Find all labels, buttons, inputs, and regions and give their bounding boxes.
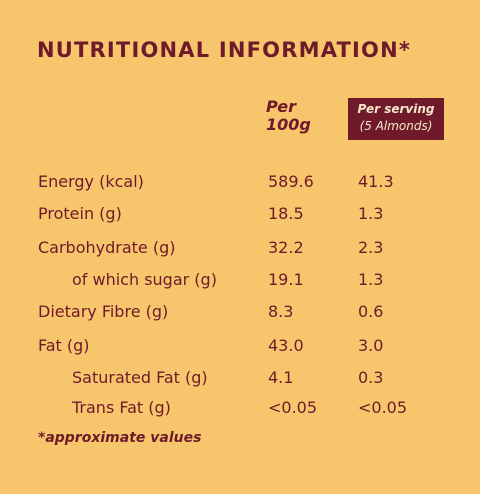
header-subtext: (5 Almonds) — [359, 119, 433, 133]
cell-value: 32.2 — [268, 238, 304, 257]
cell-value: 3.0 — [358, 336, 384, 355]
cell-value: 4.1 — [268, 368, 294, 387]
row-label: Energy (kcal) — [38, 172, 144, 191]
cell-value: 18.5 — [268, 204, 304, 223]
header-text: Per serving — [357, 102, 435, 116]
row-label: Protein (g) — [38, 204, 122, 223]
row-label: Trans Fat (g) — [72, 398, 171, 417]
cell-value: 589.6 — [268, 172, 314, 191]
cell-value: 0.3 — [358, 368, 384, 387]
row-label: of which sugar (g) — [72, 270, 217, 289]
cell-value: 41.3 — [358, 172, 394, 191]
cell-value: 19.1 — [268, 270, 304, 289]
cell-value: 8.3 — [268, 302, 294, 321]
row-label: Saturated Fat (g) — [72, 368, 208, 387]
row-label: Carbohydrate (g) — [38, 238, 176, 257]
cell-value: 2.3 — [358, 238, 384, 257]
cell-value: 0.6 — [358, 302, 384, 321]
header-per-serving: Per serving (5 Almonds) — [348, 98, 444, 140]
title: NUTRITIONAL INFORMATION* — [37, 38, 412, 62]
cell-value: 43.0 — [268, 336, 304, 355]
cell-value: 1.3 — [358, 204, 384, 223]
row-label: Fat (g) — [38, 336, 90, 355]
footnote: *approximate values — [38, 430, 202, 446]
cell-value: <0.05 — [358, 398, 408, 417]
cell-value: 1.3 — [358, 270, 384, 289]
cell-value: <0.05 — [268, 398, 318, 417]
row-label: Dietary Fibre (g) — [38, 302, 169, 321]
header-per-100g: Per 100g — [266, 97, 311, 134]
